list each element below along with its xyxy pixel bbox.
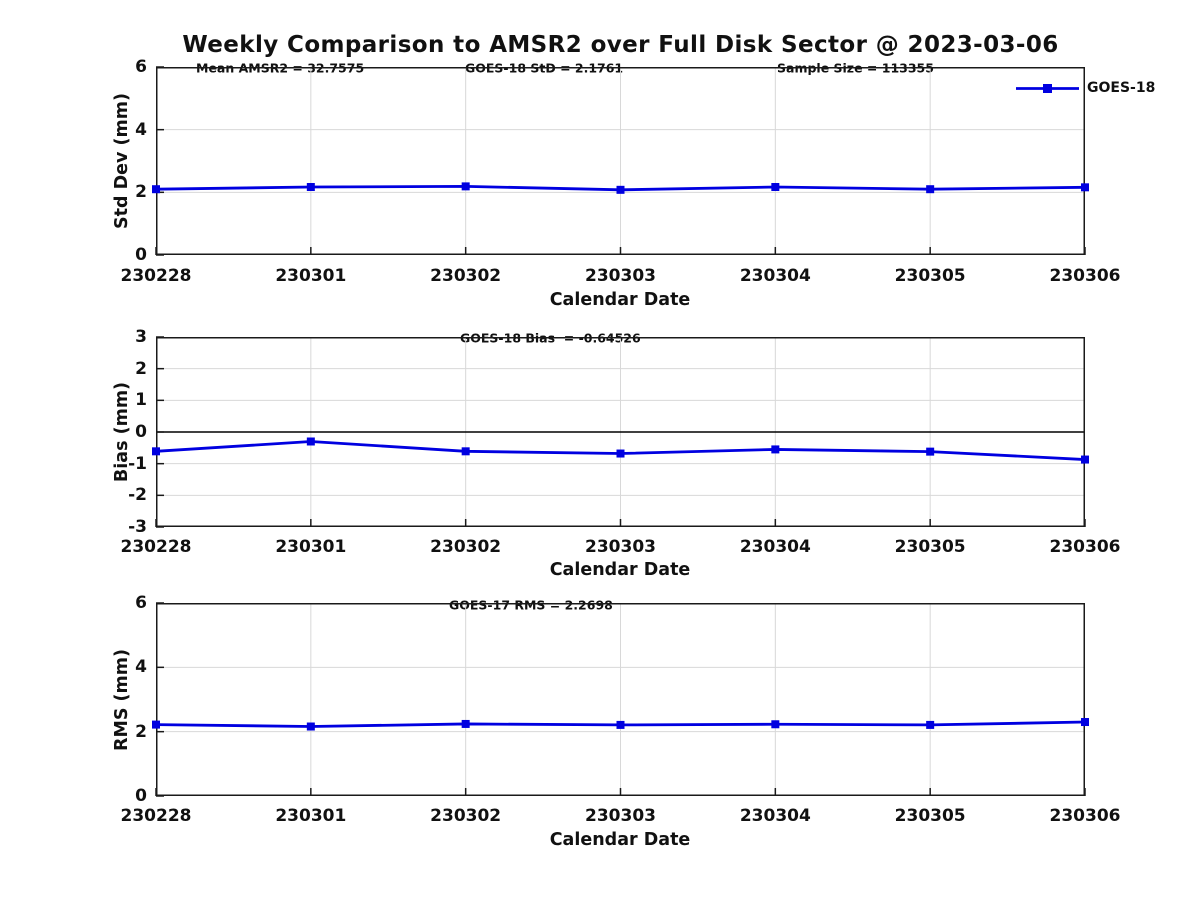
data-point-marker [152, 185, 160, 194]
x-tick-label: 230306 [1049, 806, 1121, 826]
data-point-marker [461, 182, 470, 191]
x-tick-label: 230303 [585, 806, 656, 826]
annotation-goes17-rms: GOES-17 RMS = 2.2698 [449, 597, 613, 613]
y-tick-label: -2 [128, 485, 147, 506]
x-tick-label: 230303 [585, 537, 656, 557]
x-axis-label-calendar-date: Calendar Date [549, 560, 691, 580]
y-tick-label: 4 [135, 657, 147, 678]
x-tick-label: 230228 [120, 266, 192, 286]
x-tick-label: 230301 [275, 266, 347, 286]
x-tick-label: 230306 [1049, 266, 1121, 286]
data-point-marker [771, 720, 780, 729]
x-tick-label: 230304 [739, 537, 811, 557]
data-point-marker [306, 722, 315, 731]
y-tick-label: 0 [135, 786, 147, 806]
data-point-marker [461, 447, 470, 456]
data-point-marker [616, 720, 625, 729]
data-point-marker [926, 185, 935, 194]
y-tick-label: 0 [135, 422, 147, 442]
data-point-marker [616, 185, 625, 194]
legend-label: GOES-18 [1087, 80, 1156, 96]
data-point-marker [1081, 455, 1089, 464]
x-tick-label: 230228 [120, 806, 192, 826]
y-tick-label: 4 [135, 119, 147, 140]
data-point-marker [1081, 183, 1089, 192]
x-axis-label-calendar-date: Calendar Date [549, 290, 691, 310]
y-tick-label: 2 [135, 358, 147, 379]
plot-area-std-dev [152, 66, 1089, 256]
x-tick-label: 230305 [894, 266, 966, 286]
x-tick-label: 230305 [894, 537, 966, 557]
y-tick-label: 2 [135, 721, 147, 742]
y-tick-label: -1 [128, 453, 147, 474]
x-tick-label: 230302 [430, 806, 502, 826]
data-point-marker [152, 720, 160, 729]
x-tick-label: 230304 [739, 806, 811, 826]
plot-area-rms [152, 602, 1089, 797]
x-tick-label: 230301 [275, 537, 347, 557]
x-tick-label: 230306 [1049, 537, 1121, 557]
y-tick-label: 2 [135, 182, 147, 203]
data-point-marker [461, 719, 470, 728]
y-tick-label: 0 [135, 245, 147, 265]
legend: GOES-18 [1016, 80, 1155, 96]
x-tick-label: 230305 [894, 806, 966, 826]
data-point-marker [306, 437, 315, 446]
y-tick-label: -3 [128, 517, 147, 537]
x-tick-label: 230304 [739, 266, 811, 286]
data-point-marker [616, 449, 625, 458]
x-tick-label: 230301 [275, 806, 347, 826]
data-point-marker [152, 447, 160, 456]
y-tick-label: 3 [135, 327, 147, 347]
legend-line-icon [1016, 83, 1079, 93]
x-tick-label: 230228 [120, 537, 192, 557]
data-point-marker [771, 445, 780, 454]
x-axis-label-calendar-date: Calendar Date [549, 830, 691, 850]
data-point-marker [926, 720, 935, 729]
x-tick-label: 230303 [585, 266, 656, 286]
y-tick-label: 6 [135, 593, 147, 613]
data-point-marker [306, 183, 315, 192]
x-tick-label: 230302 [430, 537, 502, 557]
y-tick-label: 1 [135, 390, 147, 411]
x-tick-label: 230302 [430, 266, 502, 286]
figure-title: Weekly Comparison to AMSR2 over Full Dis… [182, 32, 1059, 58]
plot-area-bias [152, 336, 1089, 528]
y-tick-label: 6 [135, 57, 147, 77]
data-point-marker [1081, 718, 1089, 727]
y-axis-label-rms: RMS (mm) [112, 648, 132, 752]
data-point-marker [771, 183, 780, 192]
data-point-marker [926, 447, 935, 456]
